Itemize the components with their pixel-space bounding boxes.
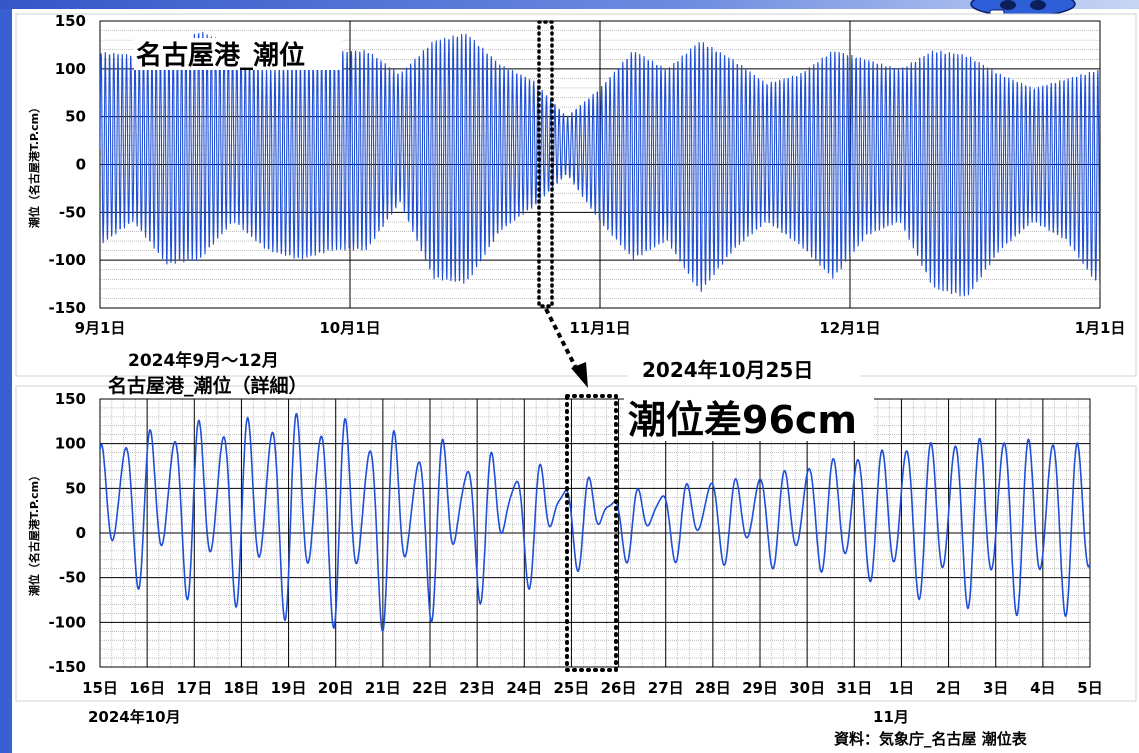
frame-left-bar	[0, 0, 12, 753]
bottom-x-tick-label: 23日	[459, 679, 495, 697]
bottom-y-tick-label: -50	[59, 569, 86, 587]
source-label: 資料：気象庁_名古屋 潮位表	[834, 730, 1028, 748]
bottom-y-tick-label: -100	[48, 613, 86, 631]
bottom-y-tick-label: 150	[55, 390, 86, 408]
bottom-chart-title: 名古屋港_潮位（詳細）	[108, 374, 308, 397]
top-y-tick-label: 100	[55, 60, 86, 78]
bottom-chart-grid	[99, 398, 1091, 668]
top-highlight-box	[537, 20, 554, 308]
bottom-x-tick-label: 20日	[318, 679, 354, 697]
bottom-x-tick-label: 26日	[601, 679, 637, 697]
top-x-tick-label: 12月1日	[819, 319, 880, 337]
zoom-arrow-line	[544, 308, 580, 373]
bottom-x-tick-label: 5日	[1077, 679, 1102, 697]
bottom-x-tick-label: 4日	[1030, 679, 1055, 697]
month-label-november: 11月	[873, 708, 909, 726]
annotation-date-bg	[628, 352, 860, 382]
top-y-tick-label: -100	[48, 251, 86, 269]
annotation-date: 2024年10月25日	[642, 358, 813, 382]
top-y-tick-label: -50	[59, 203, 86, 221]
bottom-y-axis-label: 潮位（名古屋港T.P.cm）	[27, 470, 41, 596]
top-x-tick-label: 1月1日	[1075, 319, 1126, 337]
bottom-x-tick-label: 17日	[176, 679, 212, 697]
top-tide-line	[100, 32, 1100, 297]
bottom-y-tick-label: 100	[55, 435, 86, 453]
top-y-tick-label: 150	[55, 12, 86, 30]
top-x-tick-label: 9月1日	[75, 319, 126, 337]
bottom-x-tick-label: 29日	[742, 679, 778, 697]
zoom-arrow-head	[571, 362, 588, 388]
bottom-x-tick-label: 2日	[936, 679, 961, 697]
bottom-x-tick-label: 28日	[695, 679, 731, 697]
annotation-diff-bg	[624, 395, 874, 441]
bottom-x-tick-label: 25日	[553, 679, 589, 697]
bottom-y-tick-label: -150	[48, 658, 86, 676]
month-label-october: 2024年10月	[88, 708, 181, 726]
bottom-x-tick-label: 30日	[789, 679, 825, 697]
top-y-axis-label: 潮位（名古屋港T.P.cm）	[27, 102, 41, 228]
period-label: 2024年9月～12月	[128, 350, 279, 371]
bottom-x-tick-label: 22日	[412, 679, 448, 697]
axis-tick-labels: 150 100 50 0 -50 -100 -150 9月1日 10月1日 11月1日 12月1日 1…	[48, 12, 1125, 697]
bottom-x-tick-label: 24日	[506, 679, 542, 697]
bottom-x-tick-label: 15日	[82, 679, 118, 697]
annotation-diff: 潮位差96cm	[628, 398, 857, 442]
bottom-x-tick-label: 1日	[889, 679, 914, 697]
bottom-x-tick-label: 21日	[365, 679, 401, 697]
top-y-tick-label: -150	[48, 299, 86, 317]
top-x-tick-label: 11月1日	[569, 319, 630, 337]
top-y-tick-label: 50	[65, 108, 86, 126]
bottom-y-tick-label: 0	[76, 524, 86, 542]
frame-top-bar	[0, 0, 1139, 9]
top-x-tick-label: 10月1日	[319, 319, 380, 337]
top-y-tick-label: 0	[76, 156, 86, 174]
bottom-y-tick-label: 50	[65, 479, 86, 497]
bottom-x-tick-label: 18日	[223, 679, 259, 697]
bottom-x-tick-label: 16日	[129, 679, 165, 697]
bottom-x-tick-label: 27日	[648, 679, 684, 697]
bottom-highlight-box	[565, 394, 618, 672]
bottom-x-tick-label: 31日	[836, 679, 872, 697]
bottom-x-tick-label: 19日	[271, 679, 307, 697]
top-chart-title: 名古屋港_潮位	[136, 40, 305, 71]
bottom-x-tick-label: 3日	[983, 679, 1008, 697]
bottom-tide-line	[100, 412, 1091, 633]
top-title-bg	[134, 38, 342, 70]
